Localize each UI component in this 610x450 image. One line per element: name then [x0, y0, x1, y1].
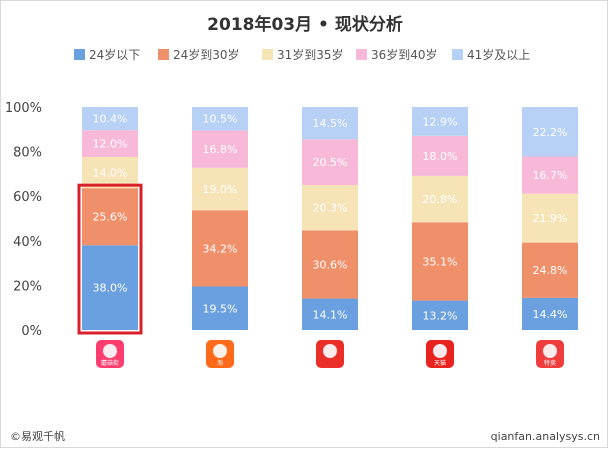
y-axis: 0% 20% 40% 60% 80% 100%	[5, 101, 42, 339]
bar-value-label: 20.8%	[423, 193, 458, 206]
y-tick-label: 100%	[5, 101, 42, 116]
bar-segment	[412, 107, 468, 136]
bar-stack: 14.1% 30.6% 20.3% 20.5% 14.5%	[302, 107, 358, 330]
bar-segment	[192, 130, 248, 168]
bar-segment	[522, 193, 578, 243]
tmall-app-icon: 天猫	[426, 340, 454, 368]
bar-segment	[192, 210, 248, 287]
bar-stack: 38.0% 25.6% 14.0% 12.0% 10.4%	[82, 107, 138, 330]
bar-value-label: 14.5%	[313, 117, 348, 130]
bar-value-label: 16.7%	[533, 169, 568, 182]
legend-swatch	[262, 49, 273, 60]
legend-label: 24岁到30岁	[173, 47, 240, 62]
svg-text:特卖: 特卖	[544, 359, 556, 367]
bar-value-label: 10.5%	[203, 113, 238, 126]
legend-swatch	[74, 49, 85, 60]
bar-value-label: 34.2%	[203, 242, 238, 255]
footer-website: qianfan.analysys.cn	[491, 430, 600, 443]
bar-value-label: 20.5%	[313, 156, 348, 169]
bar-stacks: 38.0% 25.6% 14.0% 12.0% 10.4% 19.5% 34.2% 19.0%…	[77, 107, 578, 335]
bar-segment	[82, 245, 138, 330]
bar-segment	[302, 139, 358, 186]
bar-value-label: 10.4%	[93, 113, 128, 126]
bar-value-label: 16.8%	[203, 143, 238, 156]
y-tick-label: 40%	[13, 235, 42, 250]
legend-label: 24岁以下	[89, 47, 140, 62]
legend-swatch	[452, 49, 463, 60]
y-tick-label: 60%	[13, 190, 42, 205]
bar-segment	[302, 230, 358, 299]
bar-segment	[302, 298, 358, 330]
mushroom-app-icon: 蘑菇街	[96, 340, 124, 368]
legend-label: 31岁到35岁	[277, 47, 344, 62]
bar-segment	[192, 286, 248, 330]
bar-stack: 13.2% 35.1% 20.8% 18.0% 12.9%	[412, 107, 468, 330]
bar-value-label: 19.0%	[203, 183, 238, 196]
bar-segment	[192, 107, 248, 131]
bar-segment	[192, 167, 248, 211]
bar-segment	[522, 156, 578, 194]
bar-value-label: 13.2%	[423, 309, 458, 322]
bar-value-label: 18.0%	[423, 150, 458, 163]
bar-segment	[82, 188, 138, 246]
bar-value-label: 12.9%	[423, 115, 458, 128]
bar-segment	[522, 242, 578, 298]
bar-value-label: 14.1%	[313, 308, 348, 321]
bar-segment	[302, 107, 358, 140]
bar-segment	[82, 107, 138, 131]
y-tick-label: 80%	[13, 146, 42, 161]
svg-text:天猫: 天猫	[434, 359, 446, 367]
bar-value-label: 14.0%	[93, 167, 128, 180]
y-tick-label: 20%	[13, 279, 42, 294]
bar-segment	[82, 156, 138, 189]
bar-segment	[302, 185, 358, 231]
legend-swatch	[356, 49, 367, 60]
bar-segment	[412, 300, 468, 330]
bar-value-label: 22.2%	[533, 126, 568, 139]
bar-value-label: 12.0%	[93, 138, 128, 151]
chart-title: 2018年03月 • 现状分析	[207, 14, 403, 35]
footer-source: ©易观千帆	[10, 429, 65, 443]
vip-app-icon: 特卖	[536, 340, 564, 368]
legend-swatch	[158, 49, 169, 60]
bar-segment	[412, 135, 468, 176]
jd-app-icon	[316, 340, 344, 368]
taobao-app-icon: 淘	[206, 340, 234, 368]
bar-segment	[82, 130, 138, 157]
legend-label: 36岁到40岁	[371, 47, 438, 62]
bar-value-label: 25.6%	[93, 211, 128, 224]
bar-segment	[412, 222, 468, 301]
bar-segment	[522, 107, 578, 157]
chart-legend: 24岁以下 24岁到30岁 31岁到35岁 36岁到40岁 41岁及以上	[74, 47, 530, 62]
bar-value-label: 24.8%	[533, 264, 568, 277]
legend-label: 41岁及以上	[467, 47, 530, 62]
bar-value-label: 19.5%	[203, 302, 238, 315]
bar-value-label: 20.3%	[313, 202, 348, 215]
bar-stack: 19.5% 34.2% 19.0% 16.8% 10.5%	[192, 107, 248, 330]
bar-stack: 14.4% 24.8% 21.9% 16.7% 22.2%	[522, 107, 578, 330]
bar-value-label: 21.9%	[533, 212, 568, 225]
highlight-box	[77, 183, 143, 335]
bar-value-label: 14.4%	[533, 308, 568, 321]
bar-value-label: 30.6%	[313, 258, 348, 271]
bar-value-label: 38.0%	[93, 282, 128, 295]
svg-text:淘: 淘	[217, 359, 223, 367]
bar-value-label: 35.1%	[423, 255, 458, 268]
svg-text:蘑菇街: 蘑菇街	[101, 359, 119, 367]
bar-segment	[522, 297, 578, 330]
bar-segment	[412, 175, 468, 223]
y-tick-label: 0%	[21, 324, 42, 339]
category-icons: 蘑菇街 淘 天猫 特卖	[96, 340, 564, 368]
